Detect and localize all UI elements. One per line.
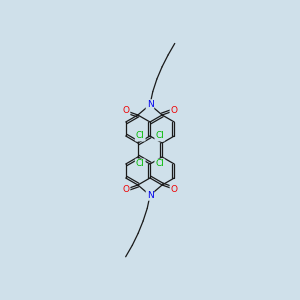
Text: Cl: Cl: [136, 160, 145, 169]
Text: O: O: [122, 185, 130, 194]
Text: N: N: [147, 191, 153, 200]
Text: O: O: [122, 106, 130, 115]
Text: N: N: [147, 100, 153, 109]
Text: Cl: Cl: [155, 131, 164, 140]
Text: Cl: Cl: [155, 160, 164, 169]
Text: Cl: Cl: [136, 131, 145, 140]
Text: O: O: [170, 185, 178, 194]
Text: O: O: [170, 106, 178, 115]
